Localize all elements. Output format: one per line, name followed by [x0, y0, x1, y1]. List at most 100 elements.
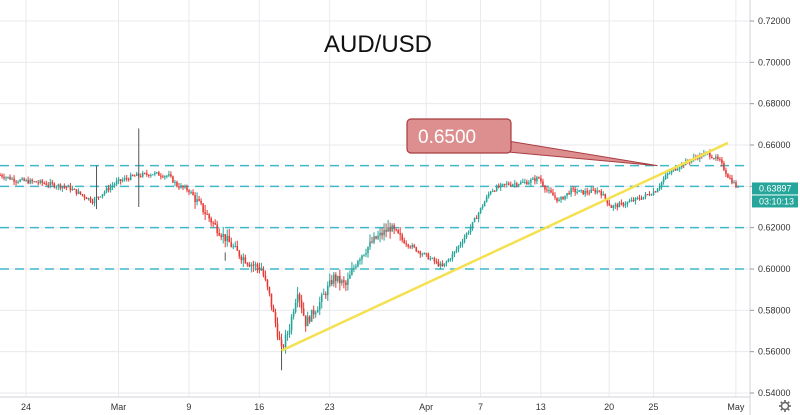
candle: [65, 186, 68, 191]
candle-body: [3, 176, 5, 179]
candle-body: [475, 218, 478, 220]
candle: [178, 182, 180, 190]
candle: [320, 292, 323, 309]
candle: [548, 187, 550, 194]
candle-body: [262, 269, 265, 276]
candle: [339, 269, 341, 291]
candles: [0, 128, 739, 371]
candle: [73, 188, 76, 190]
callout-label: 0.6500: [418, 127, 476, 148]
candle: [77, 188, 80, 195]
candle: [610, 204, 613, 208]
gear-icon[interactable]: [779, 400, 791, 412]
candle: [324, 291, 327, 299]
candle: [612, 204, 615, 211]
candle-body: [286, 333, 289, 335]
candle-body: [67, 185, 70, 188]
candle-body: [441, 263, 444, 267]
candle-body: [737, 186, 739, 188]
candle: [592, 186, 595, 191]
candle: [417, 250, 420, 254]
candle: [407, 243, 410, 249]
candle: [544, 184, 546, 193]
candle-body: [268, 287, 271, 294]
candle-body: [168, 174, 170, 176]
candle: [41, 178, 44, 187]
candle: [727, 173, 729, 179]
candle-body: [276, 323, 279, 337]
candle-body: [107, 188, 110, 191]
candle-body: [328, 280, 331, 286]
candle-body: [314, 312, 317, 315]
candle-body: [578, 190, 580, 192]
candle: [276, 317, 279, 341]
candle-body: [371, 241, 373, 243]
candle: [51, 179, 54, 186]
candle-body: [361, 255, 363, 260]
candle: [554, 192, 556, 200]
candle: [166, 174, 168, 179]
candle-body: [600, 191, 603, 196]
candle: [568, 190, 570, 196]
candle-body: [493, 190, 496, 192]
candle-body: [117, 179, 120, 181]
candle-body: [632, 200, 635, 202]
candle-body: [715, 156, 717, 159]
candle: [678, 166, 681, 172]
candle: [9, 174, 11, 180]
callout-box[interactable]: [406, 118, 512, 154]
candle-body: [230, 242, 233, 248]
candle-body: [628, 201, 631, 203]
candle-body: [160, 175, 162, 177]
candle-body: [164, 176, 166, 178]
candle-body: [162, 176, 164, 178]
candle: [330, 275, 333, 287]
candle: [513, 180, 516, 188]
candle: [156, 171, 158, 175]
candle: [200, 198, 202, 206]
candle-body: [308, 316, 311, 322]
candle-body: [618, 202, 621, 208]
candle: [121, 177, 124, 183]
candle: [238, 249, 241, 259]
candle-body: [218, 233, 220, 236]
candle-body: [302, 308, 305, 316]
candle-body: [63, 186, 66, 188]
candle: [220, 233, 223, 241]
candle-body: [266, 279, 269, 288]
candle: [614, 202, 617, 210]
trendline[interactable]: [280, 141, 729, 352]
candle-body: [423, 253, 426, 255]
candle-body: [507, 183, 510, 185]
x-tick-label: Mar: [111, 402, 127, 412]
candle: [674, 168, 677, 172]
candle-body: [133, 175, 136, 177]
candle-body: [520, 182, 522, 185]
candle: [576, 188, 578, 195]
candle: [302, 302, 305, 317]
candle: [564, 195, 566, 201]
candle: [560, 196, 562, 203]
candle: [131, 174, 134, 177]
candle: [717, 154, 719, 162]
candle: [139, 173, 142, 178]
candle-body: [640, 198, 643, 200]
candle-body: [373, 236, 375, 243]
candle: [87, 197, 90, 201]
candle-body: [91, 201, 94, 204]
candle-body: [648, 194, 651, 196]
candle-body: [568, 193, 570, 195]
candle-body: [614, 204, 617, 206]
candle-body: [81, 194, 84, 196]
candle: [393, 223, 395, 235]
candle: [499, 182, 502, 192]
candle: [497, 183, 500, 189]
candle: [81, 193, 84, 197]
candle-body: [320, 294, 323, 302]
candle-body: [326, 285, 329, 296]
candle: [55, 185, 58, 190]
candle-body: [316, 309, 319, 313]
candle: [735, 180, 737, 189]
candle-body: [393, 225, 395, 230]
candle-body: [216, 224, 218, 234]
